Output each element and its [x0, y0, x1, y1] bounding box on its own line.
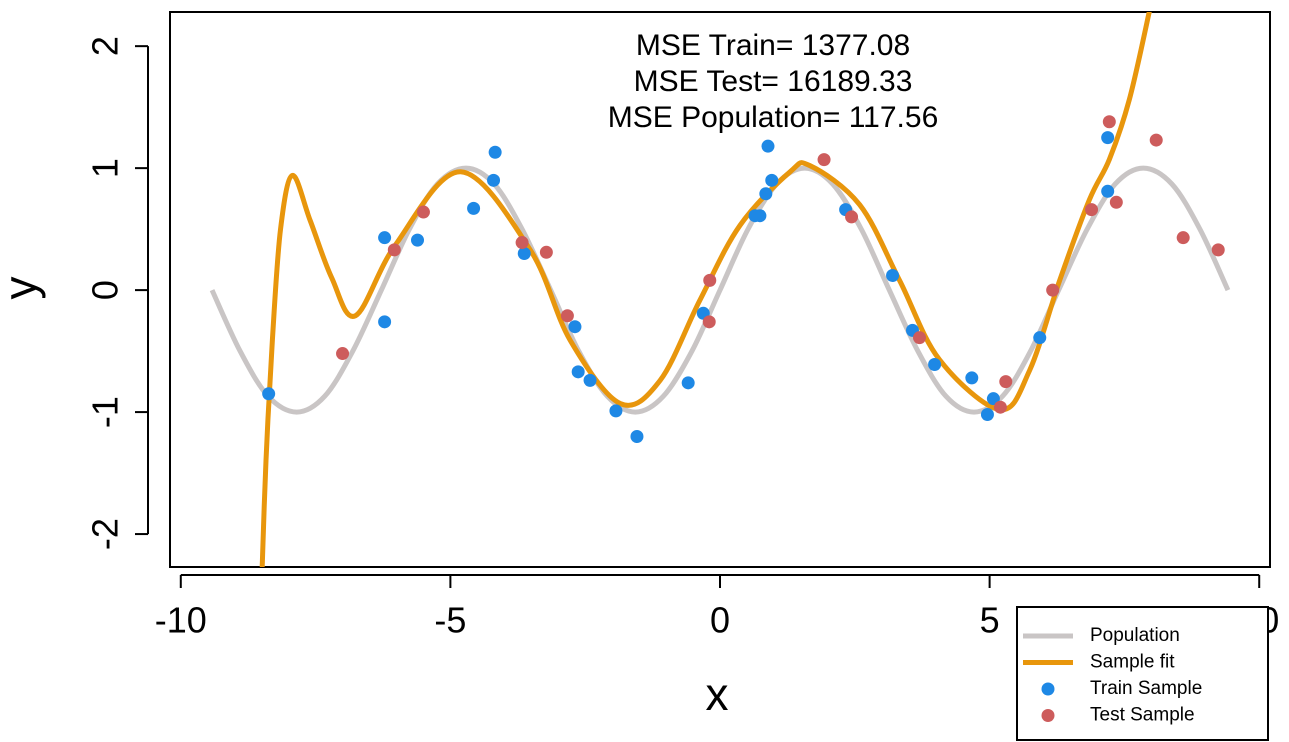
y-axis-label: y: [0, 277, 46, 300]
data-point: [583, 373, 597, 387]
y-tick-label: 1: [85, 158, 126, 178]
data-point: [753, 209, 767, 223]
data-point: [560, 309, 574, 323]
y-tick-label: -2: [85, 518, 126, 550]
x-tick-label: 0: [710, 600, 730, 641]
legend-label: Sample fit: [1090, 652, 1175, 673]
data-point: [568, 320, 582, 334]
data-point: [262, 387, 276, 401]
data-point: [886, 268, 900, 282]
x-tick-label: -5: [434, 600, 466, 641]
series-line: [259, 12, 1152, 567]
y-tick-label: -1: [85, 396, 126, 428]
x-tick-label: -10: [155, 600, 207, 641]
plot-frame: [169, 11, 1271, 568]
data-point: [387, 243, 401, 257]
data-point: [416, 205, 430, 219]
x-tick-label: 5: [980, 600, 1000, 641]
data-point: [609, 404, 623, 418]
y-tick-label: 2: [85, 36, 126, 56]
data-point: [1101, 131, 1115, 145]
legend-box: [1016, 606, 1269, 741]
legend-label: Train Sample: [1090, 678, 1202, 699]
series-line: [209, 165, 1231, 415]
data-point: [1033, 331, 1047, 345]
data-point: [1149, 133, 1163, 147]
data-point: [1085, 203, 1099, 217]
data-point: [980, 408, 994, 422]
data-point: [488, 145, 502, 159]
annotation: MSE Train= 1377.08: [636, 29, 910, 62]
y-tick-label: 0: [85, 280, 126, 300]
legend-label: Test Sample: [1090, 705, 1195, 726]
data-point: [703, 273, 717, 287]
data-point: [965, 371, 979, 385]
data-point: [378, 315, 392, 329]
data-point: [487, 173, 501, 187]
data-point: [539, 245, 553, 259]
data-point: [1102, 115, 1116, 129]
data-point: [571, 365, 585, 379]
data-point: [517, 247, 531, 261]
data-point: [817, 153, 831, 167]
annotation: MSE Population= 117.56: [608, 101, 939, 134]
data-point: [993, 400, 1007, 414]
data-point: [411, 233, 424, 247]
data-point: [1046, 283, 1060, 297]
data-point: [999, 375, 1013, 389]
data-point: [1109, 195, 1123, 209]
data-point: [630, 429, 644, 443]
data-point: [336, 347, 350, 361]
legend-swatch: [1041, 709, 1055, 722]
data-point: [845, 210, 859, 224]
legend-label: Population: [1090, 625, 1180, 646]
x-axis-label: x: [706, 668, 729, 720]
data-point: [928, 358, 942, 372]
plot-area: [209, 12, 1231, 567]
data-point: [681, 376, 695, 390]
data-point: [1101, 184, 1115, 198]
legend-swatch: [1041, 682, 1055, 696]
data-point: [378, 231, 392, 245]
data-point: [913, 331, 927, 345]
data-point: [1211, 243, 1225, 257]
data-point: [1176, 231, 1190, 245]
data-point: [761, 139, 775, 153]
data-point: [765, 173, 779, 187]
data-point: [702, 315, 716, 329]
data-point: [759, 187, 773, 201]
data-point: [515, 236, 529, 250]
data-point: [467, 201, 481, 215]
annotation: MSE Test= 16189.33: [634, 65, 913, 98]
